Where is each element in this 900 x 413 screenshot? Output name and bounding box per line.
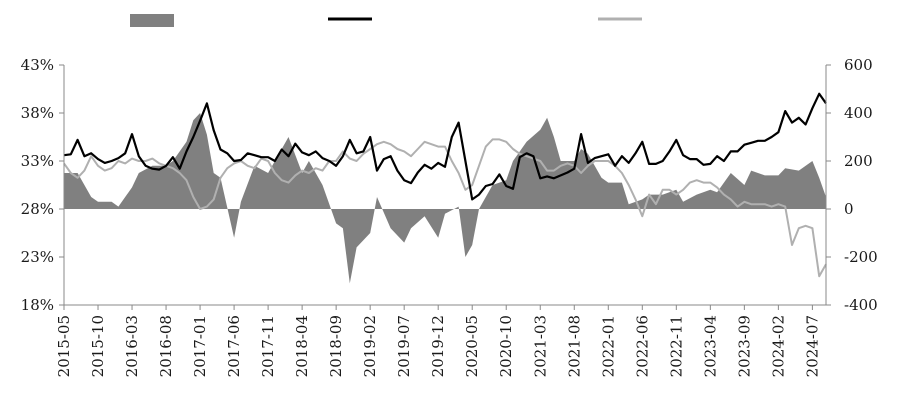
y-right-tick-label: 0 [844, 200, 854, 218]
x-tick-label: 2017-01 [191, 315, 209, 377]
y-right-tick-label: 600 [844, 56, 873, 74]
y-left-tick-label: 38% [21, 104, 54, 122]
x-tick-label: 2021-08 [565, 315, 583, 377]
x-tick-label: 2018-04 [293, 315, 311, 377]
y-left-tick-label: 33% [21, 152, 54, 170]
y-right-tick-label: -400 [844, 296, 878, 314]
y-left-tick-label: 23% [21, 248, 54, 266]
line-series-2 [63, 138, 827, 278]
y-left-tick-label: 43% [21, 56, 54, 74]
y-right-tick-label: 400 [844, 104, 873, 122]
x-tick-label: 2023-09 [735, 315, 753, 377]
x-tick-label: 2022-11 [667, 315, 685, 377]
x-tick-label: 2020-05 [463, 315, 481, 377]
x-tick-label: 2016-03 [123, 315, 141, 377]
legend [130, 14, 642, 27]
x-tick-label: 2019-02 [361, 315, 379, 377]
legend-swatch-area [130, 14, 174, 27]
line-series-layer [63, 92, 827, 278]
area-series-layer [64, 113, 826, 284]
x-tick-label: 2024-02 [769, 315, 787, 377]
y-left-tick-label: 18% [21, 296, 54, 314]
x-tick-label: 2020-10 [497, 315, 515, 377]
x-tick-label: 2022-01 [599, 315, 617, 377]
y-right-tick-label: -200 [844, 248, 878, 266]
axes: 18% 23% 28% 33% 38% 43% -400 -200 0 200 400 600 2015… [21, 56, 878, 377]
x-tick-label: 2017-11 [259, 315, 277, 377]
y-right-tick-label: 200 [844, 152, 873, 170]
x-tick-label: 2023-04 [701, 315, 719, 377]
y-left-tick-label: 28% [21, 200, 54, 218]
x-tick-label: 2019-07 [395, 315, 413, 377]
x-tick-label: 2018-09 [327, 315, 345, 377]
x-tick-label: 2024-07 [803, 315, 821, 377]
x-tick-label: 2019-12 [429, 315, 447, 377]
x-tick-label: 2015-05 [55, 315, 73, 377]
line-series-1 [63, 92, 827, 201]
area-series [64, 113, 826, 284]
x-tick-label: 2016-08 [157, 315, 175, 377]
x-tick-label: 2022-06 [633, 315, 651, 377]
x-tick-label: 2015-10 [89, 315, 107, 377]
x-tick-label: 2017-06 [225, 315, 243, 377]
x-tick-label: 2021-03 [531, 315, 549, 377]
